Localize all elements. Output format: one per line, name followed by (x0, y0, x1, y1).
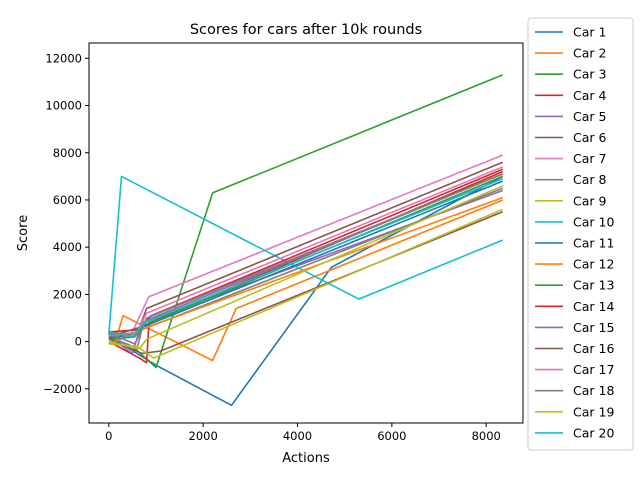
legend-label-car-15: Car 15 (573, 320, 614, 335)
legend-label-car-16: Car 16 (573, 341, 614, 356)
legend: Car 1 Car 2 Car 3 Car 4 Car 5 Car 6 Car 7 Car 8… (527, 17, 634, 451)
y-tick-label: 10000 (45, 99, 82, 113)
legend-label-car-2: Car 2 (573, 46, 606, 61)
y-axis-label: Score (16, 215, 31, 251)
legend-label-car-3: Car 3 (573, 67, 606, 82)
legend-label-car-1: Car 1 (573, 25, 606, 40)
y-tick-label: 4000 (53, 240, 82, 254)
legend-label-car-14: Car 14 (573, 299, 614, 314)
x-axis-ticks: 0 2000 4000 6000 8000 (105, 423, 501, 443)
y-tick-label: 2000 (53, 287, 82, 301)
legend-label-car-13: Car 13 (573, 278, 614, 293)
y-tick-label: 12000 (45, 51, 82, 65)
legend-label-car-12: Car 12 (573, 257, 614, 272)
x-tick-label: 8000 (472, 429, 501, 443)
series-layer (108, 74, 504, 407)
series-line-car-16 (108, 161, 504, 338)
legend-label-car-19: Car 19 (573, 404, 614, 419)
legend-frame (527, 17, 634, 451)
legend-label-car-8: Car 8 (573, 172, 607, 187)
series-line-car-10 (108, 175, 504, 335)
legend-label-car-18: Car 18 (573, 383, 614, 398)
legend-label-car-6: Car 6 (573, 130, 607, 145)
x-tick-label: 2000 (189, 429, 218, 443)
series-line-car-8 (108, 187, 503, 350)
legend-label-car-20: Car 20 (573, 425, 614, 440)
x-tick-label: 6000 (377, 429, 406, 443)
legend-label-car-7: Car 7 (573, 151, 606, 166)
y-axis-ticks: −2000 0 2000 4000 6000 8000 10000 12000 (43, 51, 89, 396)
x-tick-label: 4000 (283, 429, 312, 443)
legend-label-car-10: Car 10 (573, 214, 614, 229)
series-line-car-2 (108, 199, 504, 362)
y-tick-label: 8000 (53, 146, 82, 160)
x-axis-label: Actions (282, 451, 330, 466)
legend-label-car-17: Car 17 (573, 362, 614, 377)
y-tick-label: −2000 (43, 382, 82, 396)
series-line-car-4 (108, 170, 504, 364)
legend-label-car-9: Car 9 (573, 193, 607, 208)
chart-title: Scores for cars after 10k rounds (190, 22, 422, 38)
legend-label-car-4: Car 4 (573, 88, 607, 103)
plot-frame (88, 42, 524, 424)
y-tick-label: 6000 (53, 193, 82, 207)
series-line-car-20 (108, 177, 503, 338)
y-tick-label: 0 (75, 335, 82, 349)
x-tick-label: 0 (105, 429, 112, 443)
series-line-car-19 (108, 185, 504, 350)
legend-label-car-5: Car 5 (573, 109, 606, 124)
legend-label-car-11: Car 11 (573, 236, 614, 251)
